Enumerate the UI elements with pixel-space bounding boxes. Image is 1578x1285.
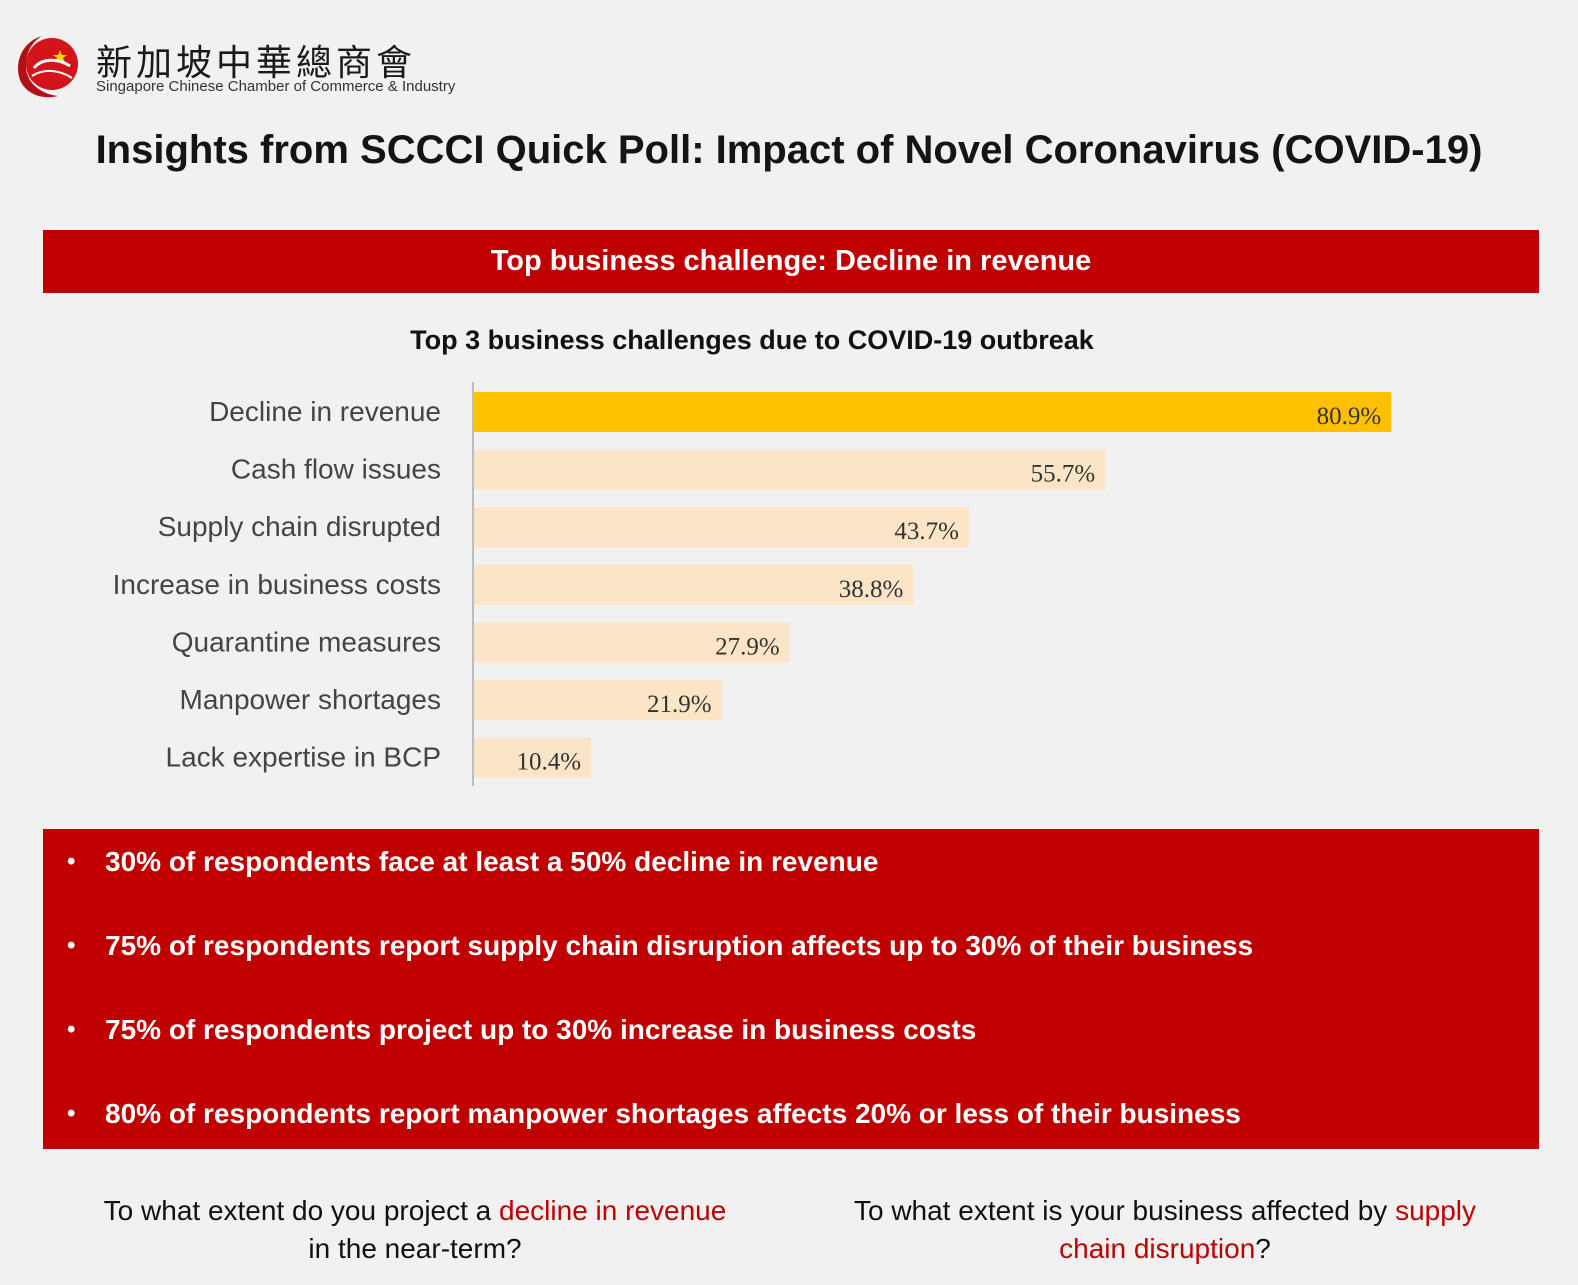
sccci-emblem-icon xyxy=(18,36,78,98)
question-highlight: decline in revenue xyxy=(499,1195,727,1226)
category-label: Manpower shortages xyxy=(180,684,441,715)
data-label: 21.9% xyxy=(647,691,712,718)
bullet-icon: • xyxy=(67,932,76,959)
bar xyxy=(473,680,722,720)
question-text: To what extent do you project a xyxy=(103,1195,500,1226)
category-label: Increase in business costs xyxy=(113,569,441,600)
category-label: Cash flow issues xyxy=(231,454,441,485)
sccci-logo: 新加坡中華總商會 Singapore Chinese Chamber of Co… xyxy=(12,22,492,104)
question-highlight: supply chain disruption xyxy=(1059,1195,1477,1264)
data-label: 38.8% xyxy=(839,576,904,603)
key-findings: • 30% of respondents face at least a 50% … xyxy=(43,829,1539,1149)
bar xyxy=(473,622,790,663)
org-name-chinese: 新加坡中華總商會 xyxy=(96,43,417,84)
bar xyxy=(473,392,1392,432)
finding-item: • 75% of respondents project up to 30% in… xyxy=(67,1011,1539,1095)
question-text: ? xyxy=(1255,1233,1271,1264)
bar xyxy=(473,737,592,778)
finding-text: 30% of respondents face at least a 50% d… xyxy=(105,846,879,877)
finding-text: 75% of respondents report supply chain d… xyxy=(105,930,1254,961)
question-revenue: To what extent do you project a decline … xyxy=(100,1192,730,1268)
finding-item: • 75% of respondents report supply chain … xyxy=(67,927,1539,1011)
bar-chart: Decline in revenue 80.9% Cash flow issues 5… xyxy=(113,382,1392,786)
bullet-icon: • xyxy=(67,1016,76,1043)
headline-banner: Top business challenge: Decline in reven… xyxy=(43,230,1539,293)
data-label: 43.7% xyxy=(894,518,959,545)
question-text: To what extent is your business affected… xyxy=(853,1195,1396,1226)
page-title: Insights from SCCCI Quick Poll: Impact o… xyxy=(95,128,1483,172)
chart-title: Top 3 business challenges due to COVID-1… xyxy=(410,325,1094,355)
data-label: 27.9% xyxy=(715,633,780,660)
finding-item: • 30% of respondents face at least a 50% … xyxy=(67,843,1539,927)
finding-text: 80% of respondents report manpower short… xyxy=(105,1098,1241,1129)
data-label: 55.7% xyxy=(1031,461,1096,488)
category-label: Quarantine measures xyxy=(172,626,441,657)
bar xyxy=(473,564,914,605)
data-label: 80.9% xyxy=(1317,403,1382,430)
category-label: Decline in revenue xyxy=(209,396,441,427)
bullet-icon: • xyxy=(67,848,76,875)
finding-item: • 80% of respondents report manpower shor… xyxy=(67,1095,1539,1179)
org-name-english: Singapore Chinese Chamber of Commerce & … xyxy=(96,78,456,95)
bar xyxy=(473,507,969,548)
bullet-icon: • xyxy=(67,1100,76,1127)
question-text: in the near-term? xyxy=(308,1233,522,1264)
finding-text: 75% of respondents project up to 30% inc… xyxy=(105,1014,977,1045)
category-label: Supply chain disrupted xyxy=(158,511,441,542)
bar xyxy=(473,449,1106,490)
category-label: Lack expertise in BCP xyxy=(166,742,441,773)
data-label: 10.4% xyxy=(516,749,581,776)
question-supply-chain: To what extent is your business affected… xyxy=(850,1192,1480,1268)
